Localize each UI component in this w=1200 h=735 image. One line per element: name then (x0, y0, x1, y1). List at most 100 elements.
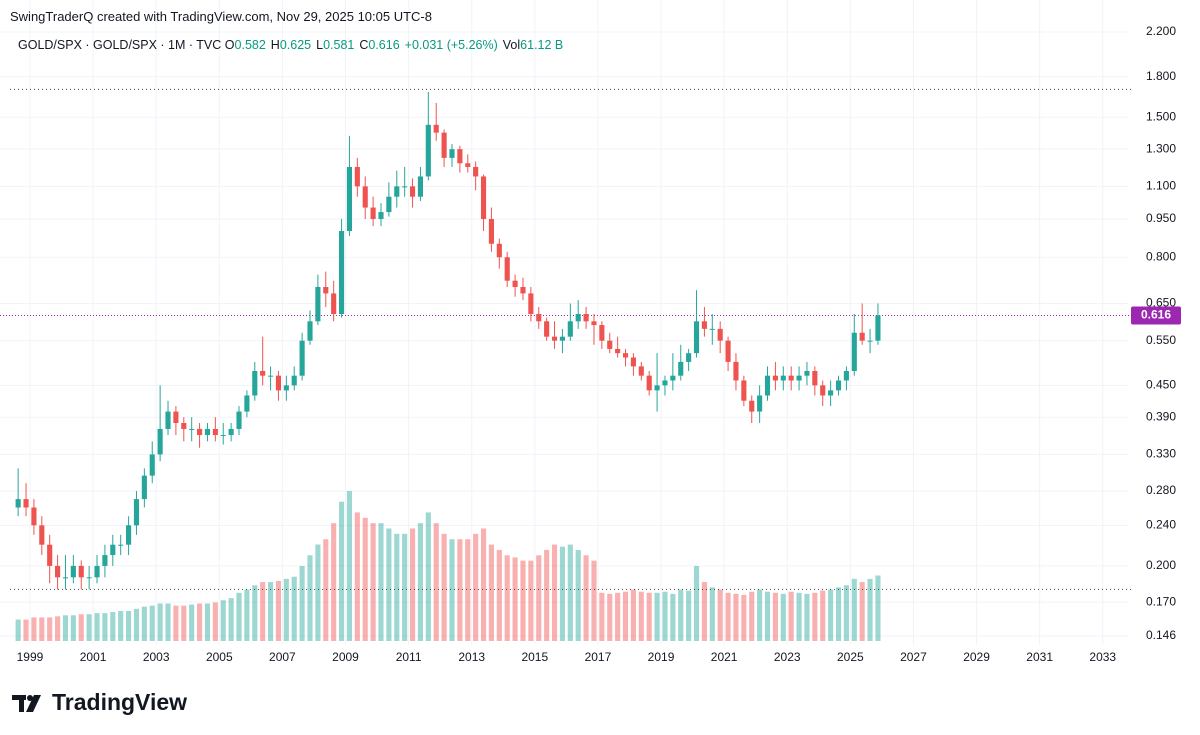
candle-body (23, 499, 29, 508)
y-tick-label: 0.200 (1146, 558, 1176, 572)
candle-body (709, 328, 715, 330)
candle-body (133, 499, 140, 526)
volume-bar (622, 591, 629, 641)
x-tick-label: 2017 (585, 650, 612, 664)
y-tick-label: 0.240 (1146, 518, 1176, 532)
candle-body (212, 428, 218, 436)
volume-bar (567, 544, 573, 641)
volume-bar (409, 528, 416, 641)
candle-body (780, 375, 786, 381)
volume-bar (236, 592, 242, 641)
volume-bar (86, 614, 92, 641)
volume-bar (559, 546, 565, 641)
candle-body (189, 428, 195, 430)
x-tick-label: 2019 (648, 650, 675, 664)
candle-body (299, 340, 305, 376)
y-tick-label: 0.390 (1146, 409, 1176, 423)
candle-body (749, 400, 755, 412)
candle-body (181, 423, 187, 429)
candle-body (346, 166, 353, 232)
volume-bar (323, 539, 329, 641)
candle-body (567, 321, 573, 337)
y-tick-label: 0.280 (1146, 483, 1176, 497)
volume-bar (480, 528, 487, 641)
candle-body (757, 395, 763, 412)
candle-body (599, 325, 605, 341)
y-tick-label: 0.330 (1146, 447, 1176, 461)
volume-bar (449, 539, 455, 641)
x-tick-label: 2005 (206, 650, 233, 664)
volume-bar (828, 589, 834, 641)
legend-key: Vol (502, 38, 521, 52)
legend-value: 0.582 (234, 38, 266, 52)
volume-bar (670, 593, 676, 641)
volume-bar (362, 517, 368, 641)
legend-key: H (270, 38, 280, 52)
volume-bar (299, 566, 305, 641)
volume-bar (31, 617, 37, 641)
volume-bar (315, 544, 321, 641)
volume-bar (693, 566, 700, 641)
volume-bar (244, 589, 250, 641)
candle-body (307, 321, 313, 341)
candle-body (843, 370, 849, 381)
candle-body (386, 196, 392, 213)
candle-body (457, 149, 463, 164)
y-tick-label: 1.100 (1146, 179, 1176, 193)
candle-body (851, 332, 857, 371)
logo-text: TradingView (52, 689, 188, 715)
candle-body (465, 163, 471, 167)
header: SwingTraderQ created with TradingView.co… (10, 9, 432, 24)
candle-body (275, 375, 282, 391)
volume-bar (457, 539, 463, 641)
candle-body (764, 375, 771, 396)
candle-body (402, 186, 408, 188)
volume-bar (638, 591, 644, 641)
volume-bar (15, 619, 21, 641)
legend-key: O (224, 38, 235, 52)
candle-body (622, 353, 629, 358)
candle-body (331, 293, 337, 315)
volume-bar (465, 539, 471, 641)
volume-bar (654, 592, 660, 641)
legend: GOLD/SPX · GOLD/SPX · 1M · TVC O0.582 H0.… (18, 38, 568, 52)
x-tick-label: 2025 (837, 650, 864, 664)
volume-bar (338, 501, 345, 641)
candle-body (638, 366, 644, 376)
candle-body (362, 186, 368, 208)
x-tick-label: 2029 (963, 650, 990, 664)
volume-bar (575, 549, 581, 641)
candle-body (725, 340, 731, 362)
candle-body (315, 286, 321, 322)
volume-bar (433, 523, 439, 641)
y-tick-label: 0.450 (1146, 378, 1176, 392)
volume-bar (189, 604, 195, 641)
candle-body (323, 286, 329, 294)
legend-key: C (359, 38, 369, 52)
volume-bar (820, 590, 826, 641)
candle-body (417, 176, 423, 197)
x-tick-label: 2003 (143, 650, 170, 664)
candle-body (662, 380, 668, 386)
volume-bar (662, 591, 668, 641)
volume-bar (291, 576, 297, 641)
volume-bar (417, 523, 423, 641)
volume-bar (520, 560, 526, 641)
candle-body (260, 370, 266, 376)
candle-body (70, 565, 76, 578)
candle-body (449, 149, 455, 158)
volume-bar (528, 560, 534, 641)
volume-bar (165, 603, 171, 641)
candle-body (39, 525, 45, 545)
candle-body (441, 132, 447, 158)
volume-bar (55, 616, 61, 641)
x-tick-label: 2031 (1026, 650, 1053, 664)
legend-value: 0.616 (368, 38, 400, 52)
volume-bar (512, 557, 518, 641)
volume-bar (843, 585, 849, 641)
volume-bar (488, 544, 494, 641)
candle-body (47, 544, 53, 566)
y-tick-label: 0.650 (1146, 296, 1176, 310)
candle-body (149, 454, 155, 476)
